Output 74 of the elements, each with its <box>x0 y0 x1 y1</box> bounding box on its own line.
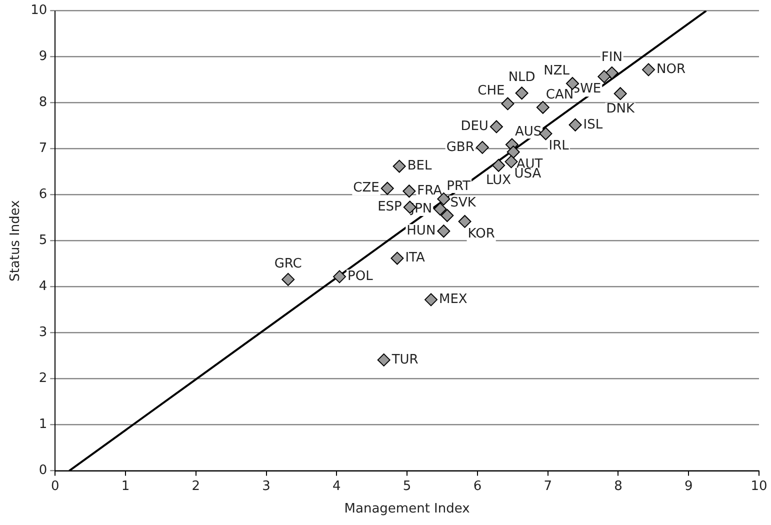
point <box>380 182 394 195</box>
x-tick-label: 2 <box>192 478 200 494</box>
annotation: CZE <box>353 180 380 196</box>
point <box>402 184 416 198</box>
y-tick-label: 10 <box>30 3 48 18</box>
x-axis-title: Management Index <box>344 502 470 517</box>
x-tick-label: 6 <box>473 478 482 494</box>
annotation: TUR <box>390 352 418 368</box>
annotation: GRC <box>274 256 302 272</box>
x-tick-label: 0 <box>51 478 60 494</box>
annotation: HUN <box>406 224 436 239</box>
point <box>490 120 503 134</box>
annotation: GBR <box>446 140 474 155</box>
y-tick-label: 8 <box>38 95 48 110</box>
point <box>568 118 582 132</box>
point <box>476 140 489 154</box>
point <box>392 160 406 173</box>
y-tick-label: 9 <box>38 49 48 64</box>
x-tick-label: 10 <box>750 478 768 494</box>
point <box>642 63 655 76</box>
point <box>458 214 472 228</box>
annotation: NOR <box>656 62 686 78</box>
y-tick-label: 4 <box>38 279 48 294</box>
y-tick-label: 5 <box>38 233 48 248</box>
point <box>333 270 346 284</box>
x-tick-label: 7 <box>544 478 552 494</box>
annotation: ESP <box>378 200 402 215</box>
y-tick-label: 3 <box>38 325 48 340</box>
point <box>390 252 404 265</box>
x-tick-label: 8 <box>614 478 622 494</box>
point <box>515 86 528 100</box>
annotation: LUX <box>486 173 512 188</box>
annotation: AUS <box>514 124 542 140</box>
annotation: DEU <box>460 119 488 134</box>
point <box>434 202 447 216</box>
point <box>501 97 514 110</box>
annotation: ISL <box>583 117 604 132</box>
point <box>282 272 295 286</box>
x-tick-label: 3 <box>262 478 270 494</box>
annotation: IRL <box>548 138 570 154</box>
x-tick-label: 9 <box>684 478 693 494</box>
point <box>536 100 550 114</box>
point <box>504 155 518 168</box>
y-tick-label: 2 <box>38 371 48 386</box>
point <box>506 146 520 159</box>
annotation: NLD <box>508 70 536 86</box>
y-tick-label: 0 <box>38 463 48 478</box>
x-tick-label: 4 <box>332 478 341 494</box>
y-tick-label: 7 <box>38 141 48 156</box>
y-tick-label: 6 <box>38 187 48 202</box>
point <box>614 87 627 100</box>
annotation: FRA <box>417 183 442 198</box>
annotation: BEL <box>407 158 432 174</box>
point <box>437 224 450 238</box>
x-tick-label: 1 <box>121 478 130 494</box>
point <box>424 293 438 306</box>
annotation: ITA <box>405 250 425 266</box>
annotation: CAN <box>546 87 574 102</box>
point <box>440 209 454 222</box>
annotation: DNK <box>606 101 635 116</box>
annotation: MEX <box>439 292 468 308</box>
annotation: NZL <box>544 63 570 78</box>
annotation: POL <box>348 269 374 284</box>
annotation: SVK <box>450 195 476 210</box>
annotation: FIN <box>601 50 622 65</box>
annotation: CHE <box>478 84 505 99</box>
y-tick-label: 1 <box>38 417 48 432</box>
annotation: KOR <box>468 226 495 242</box>
point <box>492 158 506 172</box>
annotation: PRT <box>446 178 471 194</box>
point <box>377 353 390 366</box>
y-axis-title: Status Index <box>8 200 24 282</box>
point <box>598 70 611 84</box>
x-tick-label: 5 <box>402 478 412 494</box>
